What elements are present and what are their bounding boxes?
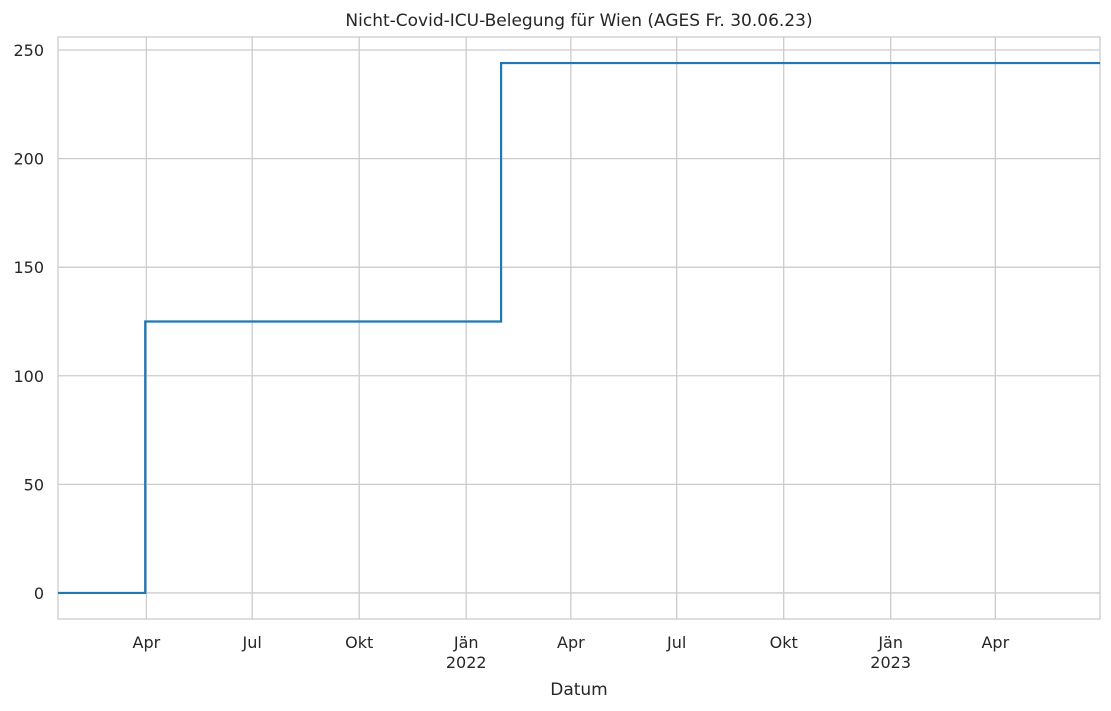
x-axis-label: Datum [550,680,608,700]
x-tick-label: Apr [557,633,585,652]
plot-frame [57,36,1101,620]
y-tick-label: 250 [13,41,44,60]
y-tick-label: 0 [34,584,44,603]
x-tick-label: Apr [133,633,161,652]
y-tick-label: 150 [13,258,44,277]
x-tick-label: Jul [242,633,262,652]
x-tick-label: Okt [345,633,373,652]
y-tick-labels: 0 50 100 150 200 250 [13,41,44,603]
chart-title: Nicht-Covid-ICU-Belegung für Wien (AGES … [345,11,812,31]
series-line [58,61,1100,595]
x-tick-year-label: 2022 [446,653,487,672]
x-tick-label: Okt [770,633,798,652]
series-layer [58,61,1100,595]
y-tick-label: 50 [24,475,44,494]
y-tick-label: 100 [13,367,44,386]
y-tick-label: 200 [13,150,44,169]
x-tick-label: Jul [666,633,686,652]
x-tick-label: Jän [453,633,479,652]
x-tick-label: Jän [877,633,903,652]
x-tick-year-label: 2023 [870,653,911,672]
x-tick-label: Apr [981,633,1009,652]
grid [58,37,1100,619]
